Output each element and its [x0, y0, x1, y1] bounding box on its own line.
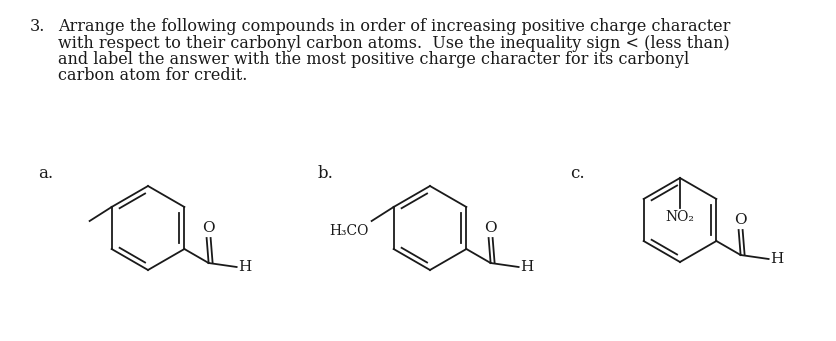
- Text: H: H: [771, 252, 784, 266]
- Text: Arrange the following compounds in order of increasing positive charge character: Arrange the following compounds in order…: [58, 18, 731, 35]
- Text: c.: c.: [570, 165, 584, 182]
- Text: H₃CO: H₃CO: [329, 224, 369, 238]
- Text: 3.: 3.: [30, 18, 45, 35]
- Text: NO₂: NO₂: [665, 210, 695, 224]
- Text: carbon atom for credit.: carbon atom for credit.: [58, 68, 247, 85]
- Text: O: O: [484, 221, 497, 235]
- Text: and label the answer with the most positive charge character for its carbonyl: and label the answer with the most posit…: [58, 51, 689, 68]
- Text: with respect to their carbonyl carbon atoms.  Use the inequality sign < (less th: with respect to their carbonyl carbon at…: [58, 34, 730, 51]
- Text: O: O: [202, 221, 215, 235]
- Text: H: H: [521, 260, 534, 274]
- Text: b.: b.: [318, 165, 334, 182]
- Text: O: O: [734, 213, 747, 227]
- Text: a.: a.: [38, 165, 54, 182]
- Text: H: H: [238, 260, 252, 274]
